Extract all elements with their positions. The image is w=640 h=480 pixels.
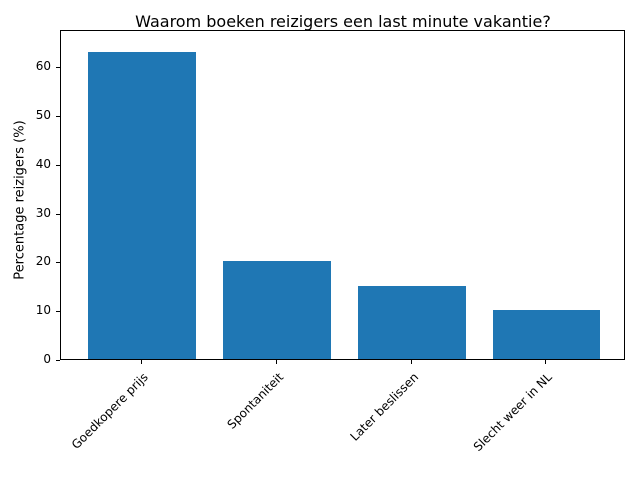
x-tick-label: Later beslissen	[347, 370, 421, 444]
bar-later-beslissen	[358, 286, 466, 359]
bar-spontaniteit	[223, 261, 331, 359]
y-axis-label: Percentage reizigers (%)	[12, 120, 28, 280]
x-tick-mark	[545, 360, 546, 364]
x-tick-mark	[411, 360, 412, 364]
x-tick-mark	[141, 360, 142, 364]
x-tick-label: Goedkopere prijs	[68, 370, 151, 452]
bar-goedkopere-prijs	[88, 52, 196, 359]
bar-slecht-weer	[493, 310, 600, 359]
chart-title: Waarom boeken reizigers een last minute …	[135, 12, 551, 31]
x-tick-label: Slecht weer in NL	[470, 370, 555, 455]
x-tick-label: Spontaniteit	[224, 370, 286, 432]
plot-area	[60, 30, 625, 360]
x-tick-mark	[276, 360, 277, 364]
